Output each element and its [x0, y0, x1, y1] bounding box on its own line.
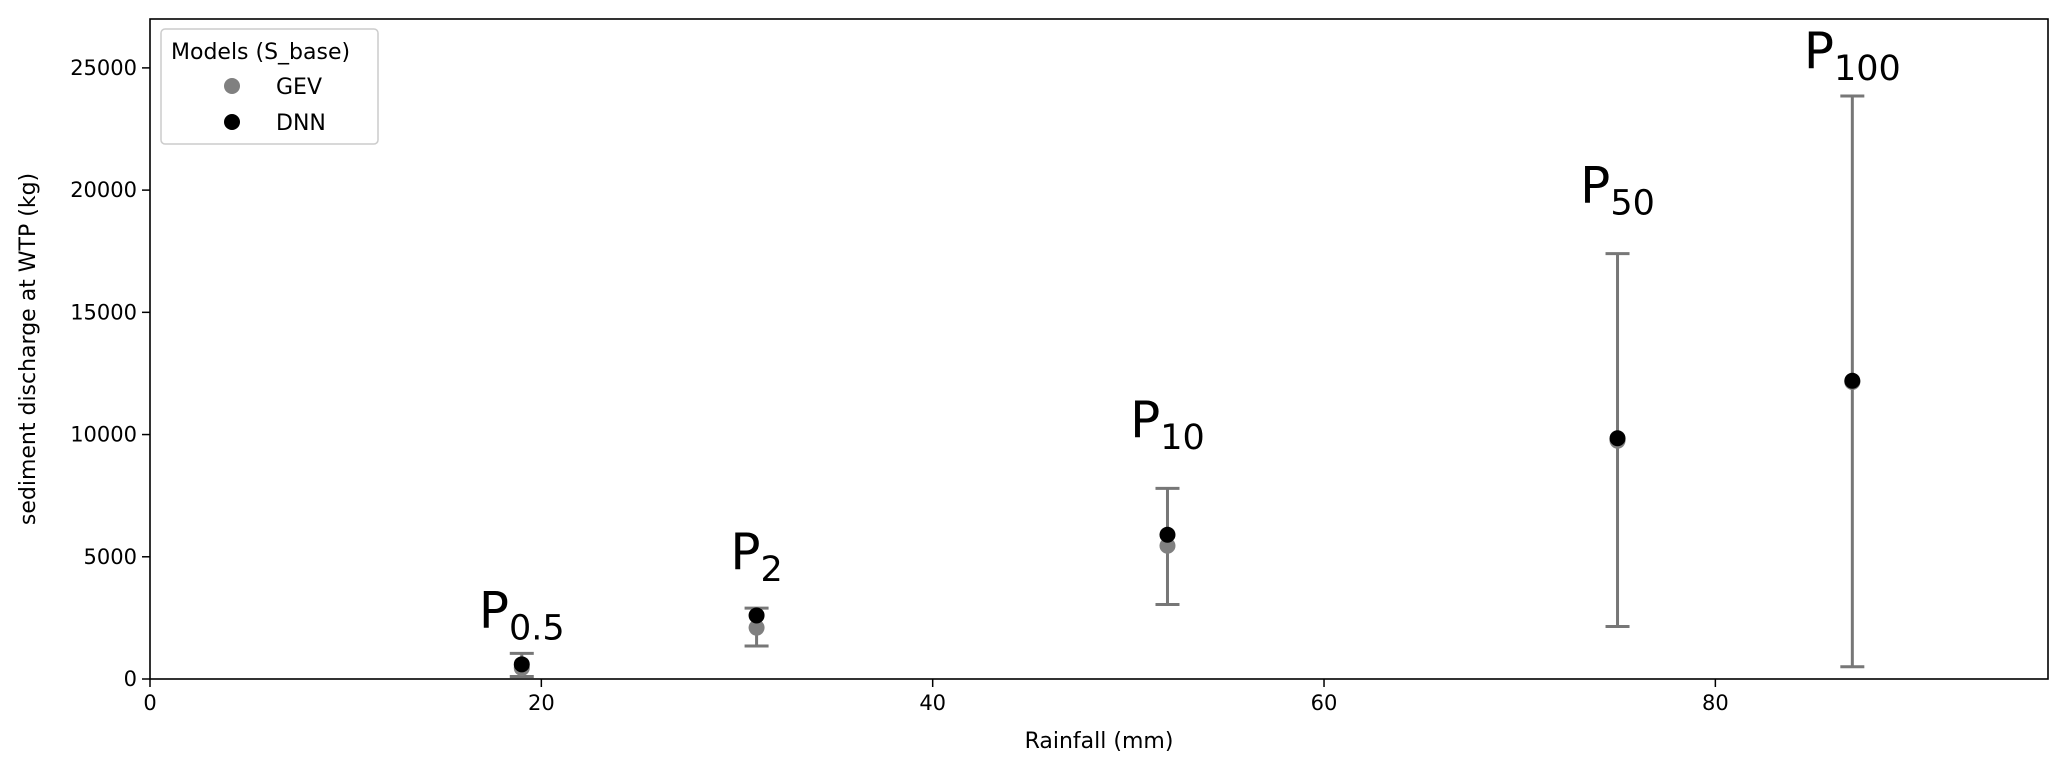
return-period-main: P	[1580, 156, 1610, 214]
y-tick-label: 5000	[84, 545, 137, 569]
legend-marker-dnn	[224, 114, 240, 130]
return-period-label: P50	[1580, 156, 1655, 223]
return-period-subscript: 0.5	[509, 609, 565, 649]
y-tick-label: 25000	[70, 56, 137, 80]
return-period-subscript: 2	[761, 550, 783, 590]
point-dnn	[513, 656, 530, 673]
point-dnn	[1159, 526, 1176, 543]
return-period-label: P10	[1130, 391, 1205, 458]
legend-title: Models (S_base)	[171, 40, 350, 65]
x-axis: 0 20 40 60 80	[143, 679, 1729, 715]
plot-area-frame	[149, 18, 2049, 680]
point-gev	[748, 619, 765, 636]
data-points	[513, 372, 1861, 676]
y-axis-label: sediment discharge at WTP (kg)	[16, 173, 41, 525]
x-tick-label: 40	[919, 691, 946, 715]
x-tick-label: 80	[1702, 691, 1729, 715]
y-axis: 0 5000 10000 15000 20000 25000	[70, 56, 150, 691]
return-period-main: P	[1804, 22, 1834, 80]
return-period-main: P	[730, 523, 760, 581]
y-tick-label: 10000	[70, 423, 137, 447]
legend-marker-gev	[224, 78, 240, 94]
return-period-subscript: 50	[1610, 183, 1655, 223]
point-dnn	[1609, 430, 1626, 447]
y-tick-label: 15000	[70, 300, 137, 324]
y-tick-label: 0	[124, 667, 137, 691]
return-period-main: P	[479, 582, 509, 640]
legend-box	[160, 28, 379, 145]
point-dnn	[748, 607, 765, 624]
return-period-label: P0.5	[479, 582, 565, 649]
legend: Models (S_base) GEV DNN	[160, 28, 379, 145]
legend-label-gev: GEV	[276, 75, 322, 100]
return-period-subscript: 10	[1160, 418, 1205, 458]
x-axis-label: Rainfall (mm)	[1025, 729, 1174, 754]
x-tick-label: 20	[528, 691, 555, 715]
return-period-subscript: 100	[1834, 49, 1901, 89]
legend-label-dnn: DNN	[276, 111, 326, 136]
x-tick-label: 0	[143, 691, 156, 715]
return-period-main: P	[1130, 391, 1160, 449]
return-period-label: P100	[1804, 22, 1901, 89]
x-tick-label: 60	[1311, 691, 1338, 715]
y-tick-label: 20000	[70, 178, 137, 202]
point-dnn	[1844, 372, 1861, 389]
return-period-label: P2	[730, 523, 782, 590]
point-gev	[1159, 537, 1176, 554]
